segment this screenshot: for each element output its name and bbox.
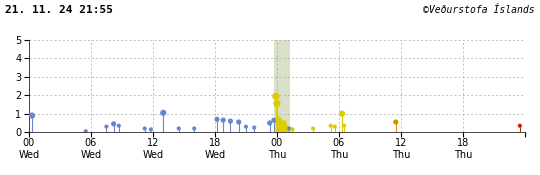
Point xyxy=(275,120,284,122)
Point xyxy=(516,124,524,127)
Point xyxy=(277,124,286,127)
Point xyxy=(275,118,284,121)
Point xyxy=(213,118,221,121)
Point xyxy=(241,125,250,128)
Point xyxy=(280,124,289,127)
Point xyxy=(146,128,155,131)
Point xyxy=(284,128,293,131)
Point xyxy=(269,119,278,122)
Point xyxy=(285,127,294,130)
Point xyxy=(219,119,227,122)
Point xyxy=(114,124,123,127)
Point xyxy=(326,124,335,127)
Point xyxy=(338,112,346,115)
Point xyxy=(281,125,289,128)
Point xyxy=(234,121,243,123)
Bar xyxy=(274,40,291,132)
Point xyxy=(284,127,292,130)
Point xyxy=(159,111,167,114)
Point xyxy=(82,130,90,133)
Point xyxy=(283,126,292,129)
Point xyxy=(274,121,283,123)
Point xyxy=(288,128,297,131)
Point xyxy=(392,121,400,123)
Point xyxy=(250,126,259,129)
Point xyxy=(109,122,118,125)
Point xyxy=(276,121,285,123)
Point xyxy=(102,125,111,128)
Point xyxy=(272,95,280,98)
Point xyxy=(279,123,287,126)
Point xyxy=(280,121,288,124)
Point xyxy=(190,127,199,130)
Point xyxy=(278,121,286,124)
Point xyxy=(274,118,282,121)
Point xyxy=(276,122,285,125)
Point xyxy=(28,114,36,117)
Point xyxy=(140,127,149,130)
Point xyxy=(281,125,290,128)
Text: 21. 11. 24 21:55: 21. 11. 24 21:55 xyxy=(5,5,113,15)
Point xyxy=(174,127,183,130)
Point xyxy=(340,124,348,127)
Point xyxy=(226,120,235,122)
Text: ©Veðurstofa Íslands: ©Veðurstofa Íslands xyxy=(423,5,535,15)
Point xyxy=(273,102,281,105)
Point xyxy=(282,126,291,129)
Point xyxy=(330,125,339,128)
Point xyxy=(265,121,274,124)
Point xyxy=(309,127,318,130)
